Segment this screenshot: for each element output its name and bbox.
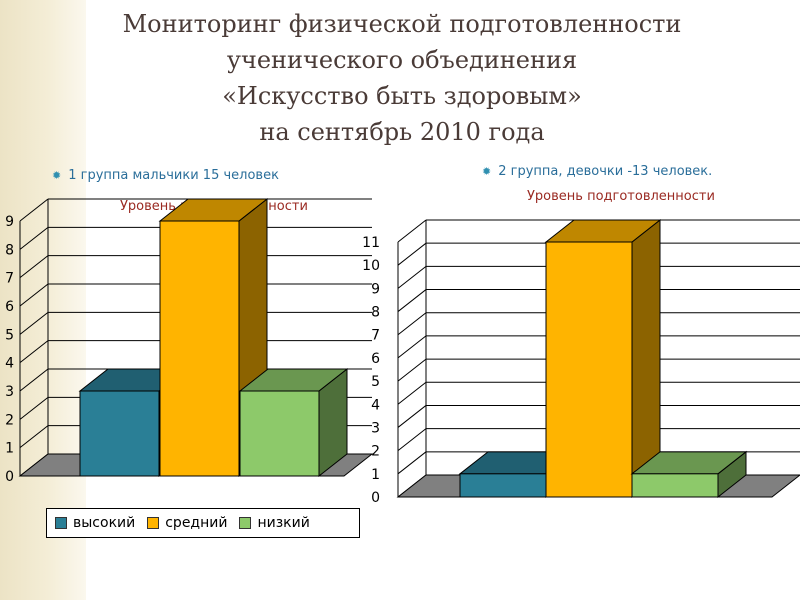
y-tick-label: 1 bbox=[5, 441, 14, 457]
y-tick-label: 9 bbox=[5, 214, 14, 230]
legend-label: высокий bbox=[73, 515, 136, 531]
y-tick-label: 7 bbox=[371, 328, 380, 344]
gridline-side bbox=[397, 428, 427, 452]
bar-высокий bbox=[79, 390, 160, 477]
right-group-caption: ✹ 2 группа, девочки -13 человек. bbox=[482, 164, 712, 179]
y-tick-label: 0 bbox=[5, 469, 14, 485]
bar-высокий bbox=[459, 473, 547, 498]
legend-swatch bbox=[147, 517, 160, 529]
bullet-icon: ✹ bbox=[52, 169, 62, 182]
y-tick-label: 7 bbox=[5, 271, 14, 287]
y-tick-label: 4 bbox=[5, 356, 14, 372]
left-group-caption: ✹ 1 группа мальчики 15 человек bbox=[52, 168, 279, 183]
gridline-side bbox=[19, 396, 49, 420]
gridline-side bbox=[19, 311, 49, 335]
chart-legend: высокий средний низкий bbox=[46, 508, 360, 538]
title-line-2: ученического объединения bbox=[226, 46, 578, 74]
gridline-side bbox=[397, 242, 427, 266]
title-line-4: на сентябрь 2010 года bbox=[259, 118, 545, 146]
right-group-text: 2 группа, девочки -13 человек. bbox=[498, 164, 713, 179]
y-tick-label: 4 bbox=[371, 397, 380, 413]
y-tick-label: 2 bbox=[5, 412, 14, 428]
y-tick-label: 5 bbox=[371, 374, 380, 390]
gridline-side bbox=[397, 335, 427, 359]
y-tick-label: 3 bbox=[5, 384, 14, 400]
legend-item: высокий bbox=[55, 515, 135, 531]
y-tick-label: 9 bbox=[371, 281, 380, 297]
gridline-side bbox=[397, 312, 427, 336]
gridline-side bbox=[397, 265, 427, 289]
y-tick-label: 6 bbox=[371, 351, 380, 367]
y-tick-label: 8 bbox=[371, 305, 380, 321]
bar-средний bbox=[159, 220, 240, 477]
y-tick-label: 5 bbox=[5, 327, 14, 343]
title-line-3: «Искусство быть здоровым» bbox=[222, 82, 582, 110]
gridline-side bbox=[19, 198, 49, 222]
gridline-side bbox=[397, 358, 427, 382]
gridline-side bbox=[19, 226, 49, 250]
legend-label: низкий bbox=[257, 515, 310, 531]
legend-item: средний bbox=[147, 515, 227, 531]
decorative-left-band bbox=[0, 0, 86, 600]
y-tick-label: 3 bbox=[371, 420, 380, 436]
gridline-side bbox=[397, 381, 427, 405]
y-tick-label: 11 bbox=[362, 235, 380, 251]
left-group-text: 1 группа мальчики 15 человек bbox=[68, 168, 279, 183]
bar-низкий bbox=[239, 390, 320, 477]
gridline-side bbox=[397, 405, 427, 428]
y-tick-label: 0 bbox=[371, 490, 380, 506]
gridline-side bbox=[19, 255, 49, 279]
gridline-side bbox=[19, 340, 49, 364]
title-line-1: Мониторинг физической подготовленности bbox=[122, 10, 682, 38]
right-chart-subtitle: Уровень подготовленности bbox=[527, 189, 715, 204]
y-tick-label: 1 bbox=[371, 467, 380, 483]
bar-низкий bbox=[631, 473, 719, 498]
bullet-icon: ✹ bbox=[482, 165, 492, 178]
y-tick-label: 6 bbox=[5, 299, 14, 315]
gridline-side bbox=[397, 289, 427, 312]
page-title: Мониторинг физической подготовленности у… bbox=[92, 6, 712, 150]
gridline-side bbox=[19, 283, 49, 307]
y-tick-label: 10 bbox=[362, 258, 380, 274]
legend-label: средний bbox=[165, 515, 228, 531]
gridline-side bbox=[397, 451, 427, 475]
gridline-side bbox=[19, 368, 49, 392]
gridline-side bbox=[19, 425, 49, 449]
legend-swatch bbox=[239, 517, 252, 529]
y-tick-label: 8 bbox=[5, 242, 14, 258]
y-tick-label: 2 bbox=[371, 444, 380, 460]
gridline-side bbox=[397, 219, 427, 243]
legend-item: низкий bbox=[239, 515, 310, 531]
legend-swatch bbox=[55, 517, 67, 529]
bar-средний bbox=[545, 241, 633, 498]
